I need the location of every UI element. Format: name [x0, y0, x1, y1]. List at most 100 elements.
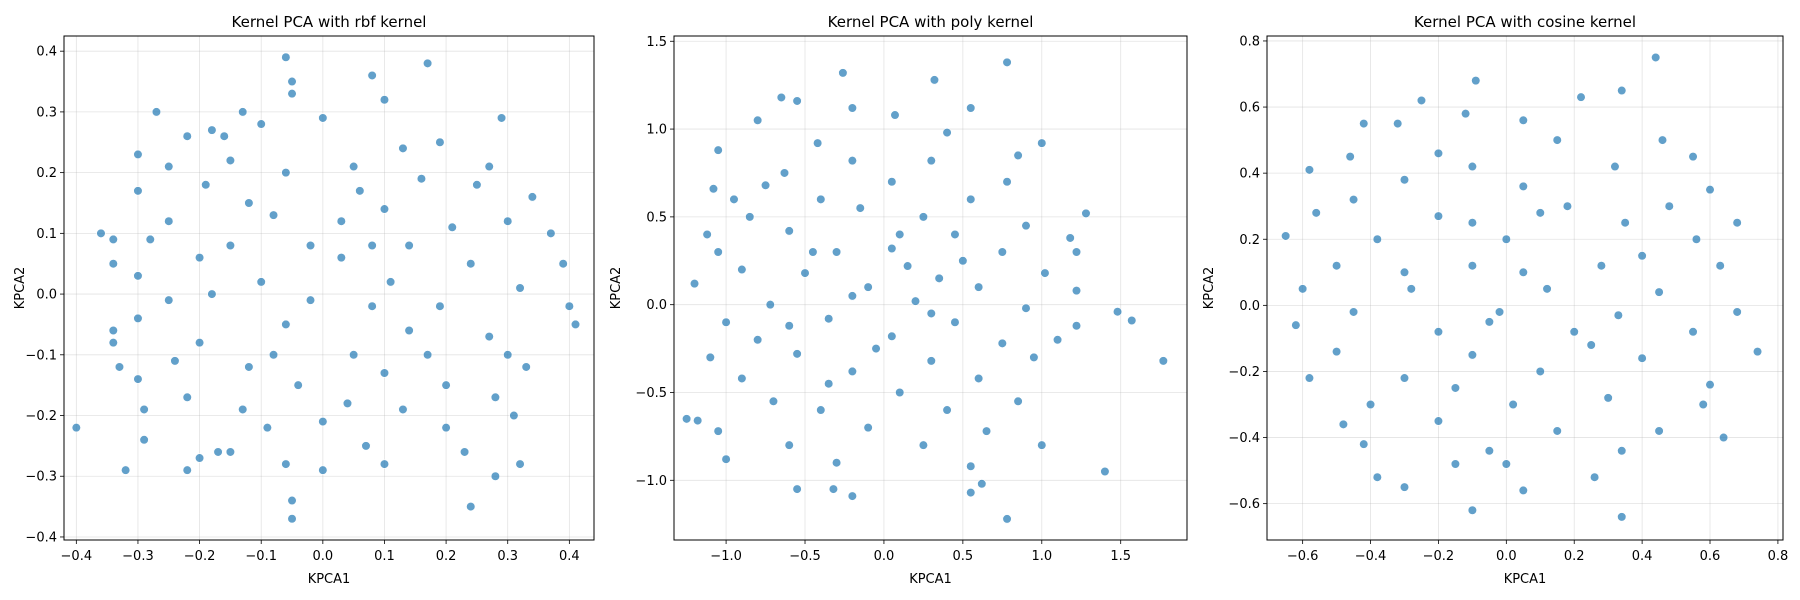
scatter-point — [194, 253, 205, 263]
scatter-point — [379, 459, 390, 469]
scatter-point — [133, 374, 143, 384]
scatter-point — [1029, 352, 1039, 362]
scatter-point — [268, 210, 279, 220]
scatter-point — [244, 198, 254, 208]
scatter-point — [682, 414, 692, 424]
scatter-point — [1508, 399, 1518, 410]
scatter-point — [423, 350, 433, 360]
y-tick-label: 0.1 — [36, 227, 57, 242]
scatter-point — [1348, 307, 1359, 317]
scatter-point — [831, 458, 842, 468]
scatter-point — [693, 415, 703, 426]
scatter-point — [950, 229, 960, 240]
scatter-point — [1637, 251, 1647, 261]
scatter-point — [287, 76, 297, 87]
scatter-point — [745, 212, 755, 222]
y-tick-label: 0.5 — [646, 210, 667, 225]
scatter-point — [570, 319, 581, 330]
scatter-point — [490, 392, 500, 402]
x-tick-label: −0.6 — [1287, 549, 1319, 564]
scatter-point — [779, 168, 790, 178]
scatter-point — [1576, 92, 1586, 102]
scatter-point — [108, 234, 118, 245]
scatter-point — [145, 234, 155, 245]
ticks: −1.0 −0.5 0.0 0.5 1.0 1.5 −1.0 −0.5 0.0 0.5 1.0 1.5 — [635, 35, 1131, 564]
scatter-point — [238, 107, 248, 117]
x-tick-label: −0.2 — [184, 549, 216, 564]
scatter-point — [268, 350, 279, 360]
y-tick-label: 0.4 — [1239, 167, 1260, 182]
scatter-point — [466, 259, 476, 269]
y-axis-label: KPCA2 — [13, 267, 28, 310]
scatter-point — [1467, 161, 1477, 172]
scatter-point — [1021, 221, 1031, 231]
scatter-point — [1715, 261, 1725, 271]
scatter-point — [194, 338, 205, 348]
scatter-point — [503, 216, 513, 226]
scatter-point — [753, 115, 763, 125]
x-tick-label: −1.0 — [710, 549, 742, 564]
x-axis-label: KPCA1 — [909, 572, 952, 587]
scatter-point — [1617, 446, 1627, 456]
scatter-point — [96, 228, 106, 238]
scatter-point — [1021, 303, 1031, 313]
y-tick-label: −0.3 — [25, 470, 57, 485]
scatter-point — [708, 184, 719, 194]
scatter-point — [1562, 201, 1573, 211]
y-axis-label: KPCA2 — [1202, 267, 1217, 310]
scatter-point — [1610, 161, 1620, 172]
scatter-point — [1542, 284, 1552, 294]
scatter-point — [472, 180, 482, 190]
scatter-point — [765, 300, 775, 310]
scatter-point — [1433, 416, 1444, 426]
scatter-point — [1460, 109, 1471, 119]
scatter-point — [318, 416, 328, 427]
scatter-point — [760, 180, 771, 190]
scatter-point — [966, 461, 976, 471]
chart-title: Kernel PCA with cosine kernel — [1414, 13, 1636, 31]
x-tick-label: 0.5 — [953, 549, 974, 564]
scatter-point — [164, 295, 174, 305]
scatter-point — [1688, 327, 1698, 337]
scatter-point — [800, 268, 810, 278]
scatter-point — [133, 313, 143, 323]
scatter-point — [1467, 505, 1477, 515]
scatter-point — [182, 131, 192, 141]
scatter-point — [1596, 261, 1606, 271]
scatter-point — [349, 161, 359, 172]
scatter-point — [207, 125, 217, 135]
scatter-point — [816, 194, 826, 204]
scatter-point — [1586, 340, 1596, 350]
scatter-point — [441, 380, 451, 390]
scatter-point — [863, 423, 873, 433]
scatter-point — [1718, 432, 1729, 443]
y-tick-label: 0.0 — [36, 288, 57, 303]
scatter-point — [1281, 231, 1291, 241]
scatter-point — [1037, 138, 1047, 148]
y-tick-label: 0.0 — [646, 298, 667, 313]
scatter-point — [926, 156, 936, 166]
scatter-point — [1359, 118, 1369, 129]
scatter-point — [367, 240, 377, 251]
scatter-point — [484, 161, 494, 172]
scatter-point — [1589, 472, 1600, 482]
scatter-point — [816, 405, 826, 415]
scatter-point — [1518, 485, 1528, 496]
x-axis-label: KPCA1 — [1504, 572, 1547, 587]
scatter-point — [1501, 234, 1511, 244]
scatter-point — [1433, 148, 1444, 158]
x-tick-label: 0.2 — [1564, 549, 1585, 564]
scatter-point — [133, 149, 143, 160]
x-tick-label: −0.3 — [122, 549, 154, 564]
scatter-point — [423, 58, 433, 68]
plot-frame — [1266, 35, 1784, 541]
plot-frame — [673, 35, 1188, 541]
scatter-point — [705, 352, 715, 362]
scatter-point — [977, 479, 987, 489]
scatter-point — [238, 404, 248, 415]
scatter-point — [490, 471, 500, 481]
scatter-point — [435, 137, 445, 147]
subplot-cosine: −0.6 −0.4 −0.2 0.0 0.2 0.4 0.6 0.8 −0.6 −0.4 −0.2 0… — [1202, 13, 1788, 587]
scatter-point — [435, 301, 445, 311]
